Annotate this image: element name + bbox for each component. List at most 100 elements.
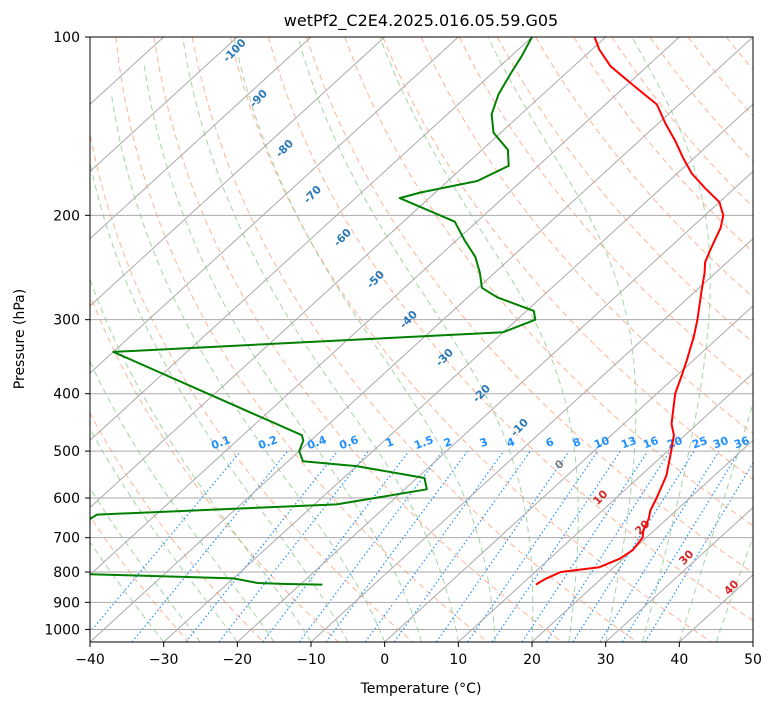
x-tick-label: 0 [380, 652, 389, 668]
dry-adiabat-line [90, 412, 265, 642]
dry-adiabat-line [90, 293, 339, 642]
x-tick-label: 30 [597, 652, 615, 668]
mixing-ratio-line [218, 450, 369, 642]
x-tick-label: −40 [75, 652, 105, 668]
isotherm-line [90, 37, 753, 642]
moist-adiabat-line [487, 37, 637, 642]
mixing-ratio-label: 1 [384, 435, 396, 450]
moist-adiabat-line [143, 61, 422, 642]
mixing-ratio-label: 30 [711, 434, 730, 452]
mixing-ratio-label: 0.2 [256, 433, 279, 452]
x-tick-label: −30 [149, 652, 179, 668]
y-tick-label: 300 [53, 313, 80, 329]
dewpoint-line [90, 37, 537, 586]
isotherm-line [90, 37, 386, 307]
isotherm-line [90, 37, 533, 442]
plot-area: -100-90-80-70-60-50-40-30-20-10010203040… [90, 37, 753, 642]
mixing-ratio-label: 36 [732, 434, 751, 452]
mixing-ratio-label: 6 [544, 435, 556, 450]
isotherm-line [457, 372, 753, 642]
x-tick-label: 40 [670, 652, 688, 668]
mixing-ratio-line [393, 450, 531, 642]
isotherm-line [605, 506, 753, 642]
moist-adiabat-line [182, 37, 459, 642]
isotherm-line [310, 237, 753, 642]
isotherm-line [90, 37, 238, 173]
y-tick-label: 100 [53, 30, 80, 46]
y-tick-label: 500 [53, 444, 80, 460]
mixing-ratio-label: 4 [505, 435, 517, 450]
isotherm-line [236, 170, 753, 642]
isotherm-lines [90, 37, 753, 642]
dry-adiabat-line [382, 37, 753, 481]
chart-title: wetPf2_C2E4.2025.016.05.59.G05 [284, 11, 558, 31]
dry-adiabat-line [115, 37, 489, 642]
dry-adiabat-line [458, 37, 753, 389]
moist-adiabat-line [233, 37, 496, 642]
dry-adiabat-line [496, 37, 753, 344]
y-tick-label: 900 [53, 595, 80, 611]
isotherm-line [90, 37, 312, 240]
moist-adiabat-line [678, 401, 753, 642]
mixing-ratio-label: 10 [592, 434, 611, 452]
mixing-ratio-label: 0.1 [209, 433, 232, 452]
mixing-ratio-label: 0.4 [305, 433, 328, 452]
moist-adiabat-line [90, 427, 238, 642]
mixing-ratio-line [90, 450, 242, 634]
dry-adiabat-lines [90, 37, 753, 642]
moist-adiabat-line [110, 94, 386, 642]
dry-adiabat-line [90, 515, 190, 642]
mixing-ratio-label: 3 [478, 435, 490, 450]
moist-adiabat-line [90, 160, 349, 642]
mixing-ratio-line [572, 450, 695, 642]
y-tick-label: 1000 [44, 622, 80, 638]
x-axis-title: Temperature (°C) [360, 681, 482, 697]
y-axis: 100 200 300 400 500 600 700 800 900 1000 [44, 30, 90, 638]
mixing-ratio-line [644, 461, 753, 642]
y-tick-label: 200 [53, 208, 80, 224]
moist-adiabat-line [715, 535, 753, 642]
moist-adiabat-lines [90, 37, 753, 642]
moist-adiabat-line [297, 37, 534, 642]
mixing-ratio-label: 20 [665, 434, 684, 452]
dry-adiabat-line [153, 37, 564, 642]
plot-frame [89, 36, 754, 643]
moist-adiabat-line [379, 37, 579, 642]
mixing-ratio-line [131, 450, 289, 642]
mixing-ratio-line [364, 450, 505, 642]
mixing-ratio-label: 0.6 [337, 433, 360, 452]
isotherm-line [90, 37, 607, 509]
mixing-ratio-line [621, 450, 740, 642]
dry-adiabat-line [191, 37, 638, 642]
mixing-ratio-line [599, 450, 720, 642]
isotherm-line [531, 439, 753, 642]
mixing-ratio-label: 13 [619, 434, 638, 451]
y-tick-label: 700 [53, 531, 80, 547]
y-axis-title: Pressure (hPa) [12, 289, 28, 389]
x-tick-label: 10 [449, 652, 467, 668]
mixing-ratio-line [185, 450, 339, 642]
isotherm-line [90, 37, 459, 374]
mixing-ratio-line [467, 450, 599, 642]
x-axis: −40 −30 −20 −10 0 10 20 30 40 50 [75, 642, 762, 668]
dry-adiabat-line [344, 37, 753, 527]
x-tick-label: 20 [523, 652, 541, 668]
mixing-ratio-lines [90, 450, 753, 642]
mixing-ratio-label: 2 [442, 435, 454, 450]
moist-adiabat-line [631, 37, 711, 642]
temperature-line [535, 37, 725, 586]
x-tick-label: −20 [223, 652, 253, 668]
x-tick-label: 50 [744, 652, 762, 668]
isotherm-line [163, 103, 753, 642]
mixing-ratio-label: 16 [641, 434, 660, 452]
mixing-ratio-label: 8 [571, 435, 583, 450]
profile-lines [90, 37, 725, 586]
mixing-ratio-label: 1.5 [412, 433, 435, 452]
x-tick-label: −10 [296, 652, 326, 668]
isotherm-line [384, 305, 753, 642]
y-tick-label: 600 [53, 491, 80, 507]
dry-adiabat-line [90, 131, 414, 642]
y-tick-label: 800 [53, 565, 80, 581]
mixing-ratio-line [435, 450, 570, 642]
